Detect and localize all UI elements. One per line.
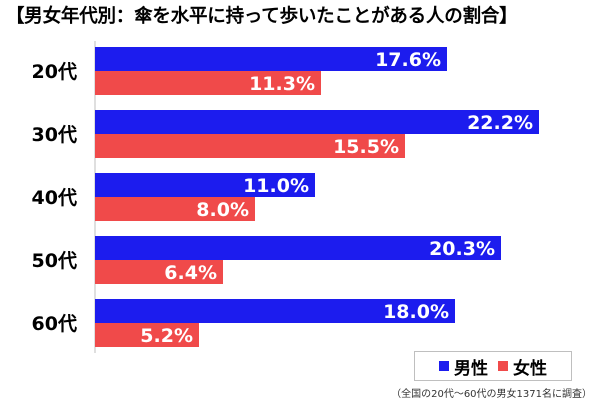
bar-female <box>95 260 223 284</box>
bar-female <box>95 323 199 347</box>
bar-female <box>95 134 405 158</box>
data-label: 8.0% <box>196 199 249 221</box>
bar-female <box>95 71 321 95</box>
chart-title: 【男女年代別：傘を水平に持って歩いたことがある人の割合】 <box>6 6 518 27</box>
data-label: 22.2% <box>467 112 533 134</box>
category-label: 60代 <box>32 313 77 335</box>
bar-male <box>95 47 447 71</box>
bar-male <box>95 299 455 323</box>
data-label: 15.5% <box>333 136 399 158</box>
legend-label-male: 男性 <box>454 358 488 379</box>
bar-male <box>95 110 539 134</box>
bar-male <box>95 236 501 260</box>
category-label: 50代 <box>32 250 77 272</box>
legend-item-female: 女性 <box>498 354 547 379</box>
data-label: 6.4% <box>164 262 217 284</box>
data-label: 18.0% <box>383 301 449 323</box>
data-label: 17.6% <box>375 49 441 71</box>
data-label: 20.3% <box>429 238 495 260</box>
legend-label-female: 女性 <box>513 358 547 379</box>
footnote: （全国の20代～60代の男女1371名に調査） <box>391 389 592 400</box>
data-label: 11.3% <box>249 73 315 95</box>
legend-swatch-female <box>498 361 508 371</box>
legend: 男性 女性 <box>414 351 572 381</box>
category-label: 30代 <box>32 124 77 146</box>
bar-female <box>95 197 255 221</box>
category-label: 20代 <box>32 61 77 83</box>
legend-item-male: 男性 <box>439 354 488 379</box>
category-label: 40代 <box>32 187 77 209</box>
data-label: 11.0% <box>243 175 309 197</box>
data-label: 5.2% <box>140 325 193 347</box>
legend-swatch-male <box>439 361 449 371</box>
bar-male <box>95 173 315 197</box>
